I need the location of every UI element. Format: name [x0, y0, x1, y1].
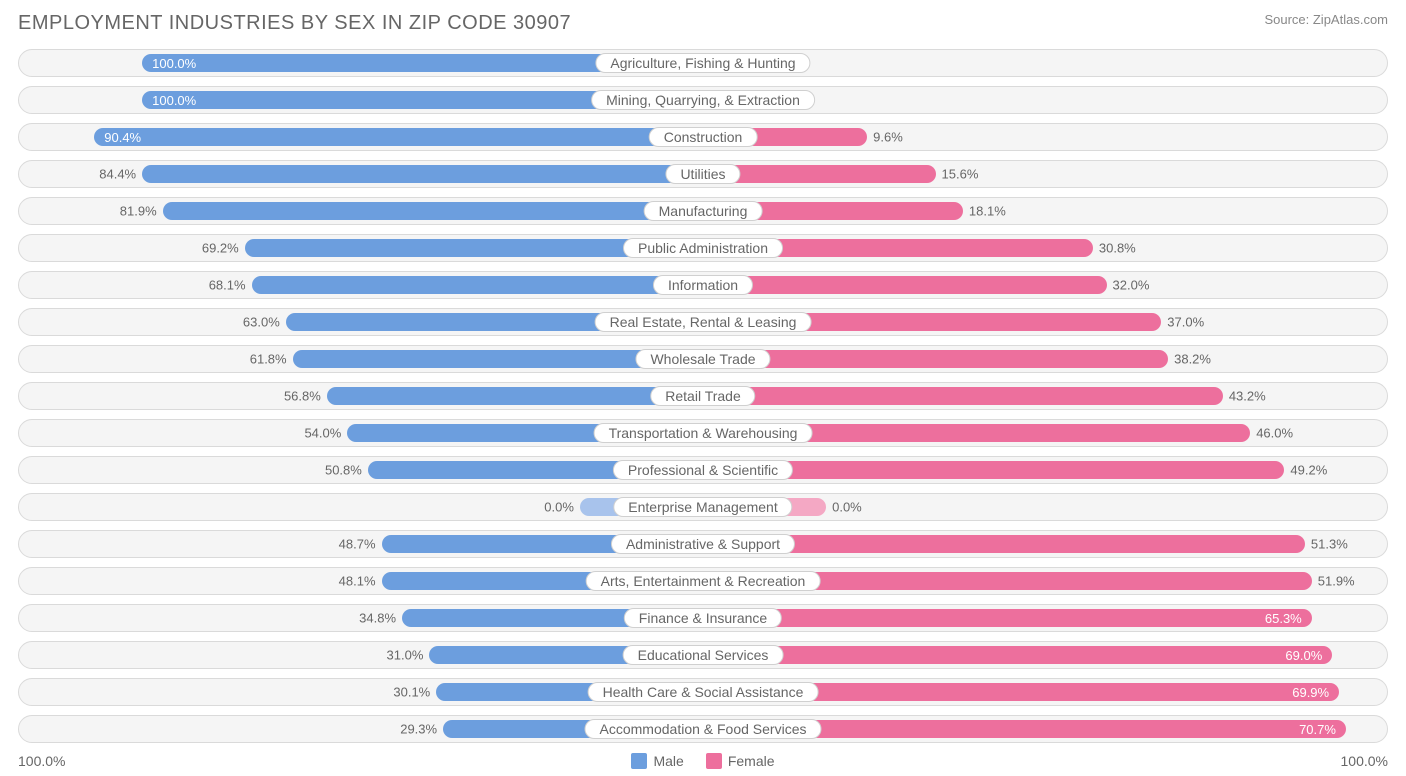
male-bar — [142, 165, 703, 183]
chart-rows: 0.0% 100.0% Agriculture, Fishing & Hunting… — [18, 49, 1388, 743]
male-pct: 54.0% — [304, 426, 341, 441]
male-pct: 84.4% — [99, 167, 136, 182]
category-label: Health Care & Social Assistance — [588, 682, 819, 702]
chart-row: 0.0%100.0%Agriculture, Fishing & Hunting — [18, 49, 1388, 77]
chart-row: 50.8% 49.2% Professional & Scientific — [18, 456, 1388, 484]
category-label: Manufacturing — [644, 201, 763, 221]
chart-row: 0.0% 0.0% Enterprise Management — [18, 493, 1388, 521]
female-bar — [703, 387, 1223, 405]
male-pct: 81.9% — [120, 204, 157, 219]
female-pct: 49.2% — [1290, 463, 1327, 478]
male-pct: 69.2% — [202, 241, 239, 256]
category-label: Construction — [649, 127, 758, 147]
chart-row: 48.7% 51.3% Administrative & Support — [18, 530, 1388, 558]
category-label: Mining, Quarrying, & Extraction — [591, 90, 815, 110]
chart-row: 63.0% 37.0% Real Estate, Rental & Leasing — [18, 308, 1388, 336]
category-label: Enterprise Management — [613, 497, 792, 517]
chart-row: 0.0%100.0%Mining, Quarrying, & Extractio… — [18, 86, 1388, 114]
female-bar — [703, 350, 1168, 368]
axis-left-label: 100.0% — [18, 753, 65, 769]
female-pct: 15.6% — [942, 167, 979, 182]
category-label: Information — [653, 275, 753, 295]
female-swatch-icon — [706, 753, 722, 769]
chart-row: 31.0% 69.0% Educational Services — [18, 641, 1388, 669]
source-label: Source: ZipAtlas.com — [1264, 12, 1388, 27]
female-pct: 30.8% — [1099, 241, 1136, 256]
chart-row: 61.8% 38.2% Wholesale Trade — [18, 345, 1388, 373]
category-label: Professional & Scientific — [613, 460, 793, 480]
category-label: Wholesale Trade — [635, 349, 770, 369]
chart-row: 48.1% 51.9% Arts, Entertainment & Recreati… — [18, 567, 1388, 595]
female-pct: 18.1% — [969, 204, 1006, 219]
chart-row: 54.0% 46.0% Transportation & Warehousing — [18, 419, 1388, 447]
female-pct: 43.2% — [1229, 389, 1266, 404]
female-pct: 46.0% — [1256, 426, 1293, 441]
male-pct: 68.1% — [209, 278, 246, 293]
male-pct: 34.8% — [359, 611, 396, 626]
category-label: Retail Trade — [650, 386, 755, 406]
female-pct: 69.0% — [1285, 648, 1322, 663]
male-pct: 48.1% — [339, 574, 376, 589]
female-bar — [703, 276, 1107, 294]
male-pct: 61.8% — [250, 352, 287, 367]
male-pct: 30.1% — [393, 685, 430, 700]
male-pct: 63.0% — [243, 315, 280, 330]
male-swatch-icon — [631, 753, 647, 769]
legend-male-label: Male — [653, 753, 683, 769]
chart-row: 69.2% 30.8% Public Administration — [18, 234, 1388, 262]
male-pct: 48.7% — [339, 537, 376, 552]
male-bar — [163, 202, 703, 220]
male-pct: 56.8% — [284, 389, 321, 404]
category-label: Transportation & Warehousing — [594, 423, 813, 443]
chart-row: 84.4% 15.6% Utilities — [18, 160, 1388, 188]
chart-row: 68.1% 32.0% Information — [18, 271, 1388, 299]
chart-row: 56.8% 43.2% Retail Trade — [18, 382, 1388, 410]
female-bar: 69.0% — [703, 646, 1332, 664]
male-bar: 90.4% — [94, 128, 703, 146]
chart-row: 9.6% 90.4% Construction — [18, 123, 1388, 151]
male-pct: 50.8% — [325, 463, 362, 478]
male-pct: 31.0% — [387, 648, 424, 663]
chart-title: EMPLOYMENT INDUSTRIES BY SEX IN ZIP CODE… — [18, 12, 571, 35]
female-bar: 65.3% — [703, 609, 1312, 627]
category-label: Educational Services — [623, 645, 784, 665]
header: EMPLOYMENT INDUSTRIES BY SEX IN ZIP CODE… — [18, 12, 1388, 35]
category-label: Administrative & Support — [611, 534, 795, 554]
legend-male: Male — [631, 753, 683, 769]
male-bar — [327, 387, 703, 405]
male-pct: 100.0% — [152, 56, 196, 71]
female-pct: 65.3% — [1265, 611, 1302, 626]
male-pct: 29.3% — [400, 722, 437, 737]
legend: Male Female — [631, 753, 774, 769]
chart-row: 29.3% 70.7% Accommodation & Food Services — [18, 715, 1388, 743]
category-label: Arts, Entertainment & Recreation — [586, 571, 821, 591]
category-label: Finance & Insurance — [624, 608, 782, 628]
male-pct: 0.0% — [544, 500, 574, 515]
category-label: Public Administration — [623, 238, 783, 258]
axis-right-label: 100.0% — [1341, 753, 1388, 769]
legend-female-label: Female — [728, 753, 775, 769]
male-pct: 100.0% — [152, 93, 196, 108]
category-label: Real Estate, Rental & Leasing — [595, 312, 812, 332]
male-bar — [252, 276, 703, 294]
female-pct: 69.9% — [1292, 685, 1329, 700]
footer: 100.0% Male Female 100.0% — [18, 753, 1388, 769]
legend-female: Female — [706, 753, 775, 769]
female-pct: 32.0% — [1113, 278, 1150, 293]
female-pct: 37.0% — [1167, 315, 1204, 330]
female-pct: 38.2% — [1174, 352, 1211, 367]
category-label: Utilities — [665, 164, 740, 184]
chart-row: 34.8% 65.3% Finance & Insurance — [18, 604, 1388, 632]
chart-row: 30.1% 69.9% Health Care & Social Assistanc… — [18, 678, 1388, 706]
female-pct: 70.7% — [1299, 722, 1336, 737]
female-pct: 51.3% — [1311, 537, 1348, 552]
chart-row: 81.9% 18.1% Manufacturing — [18, 197, 1388, 225]
category-label: Accommodation & Food Services — [585, 719, 822, 739]
female-pct: 51.9% — [1318, 574, 1355, 589]
category-label: Agriculture, Fishing & Hunting — [595, 53, 810, 73]
female-pct: 0.0% — [832, 500, 862, 515]
female-pct: 9.6% — [873, 130, 903, 145]
male-pct: 90.4% — [104, 130, 141, 145]
